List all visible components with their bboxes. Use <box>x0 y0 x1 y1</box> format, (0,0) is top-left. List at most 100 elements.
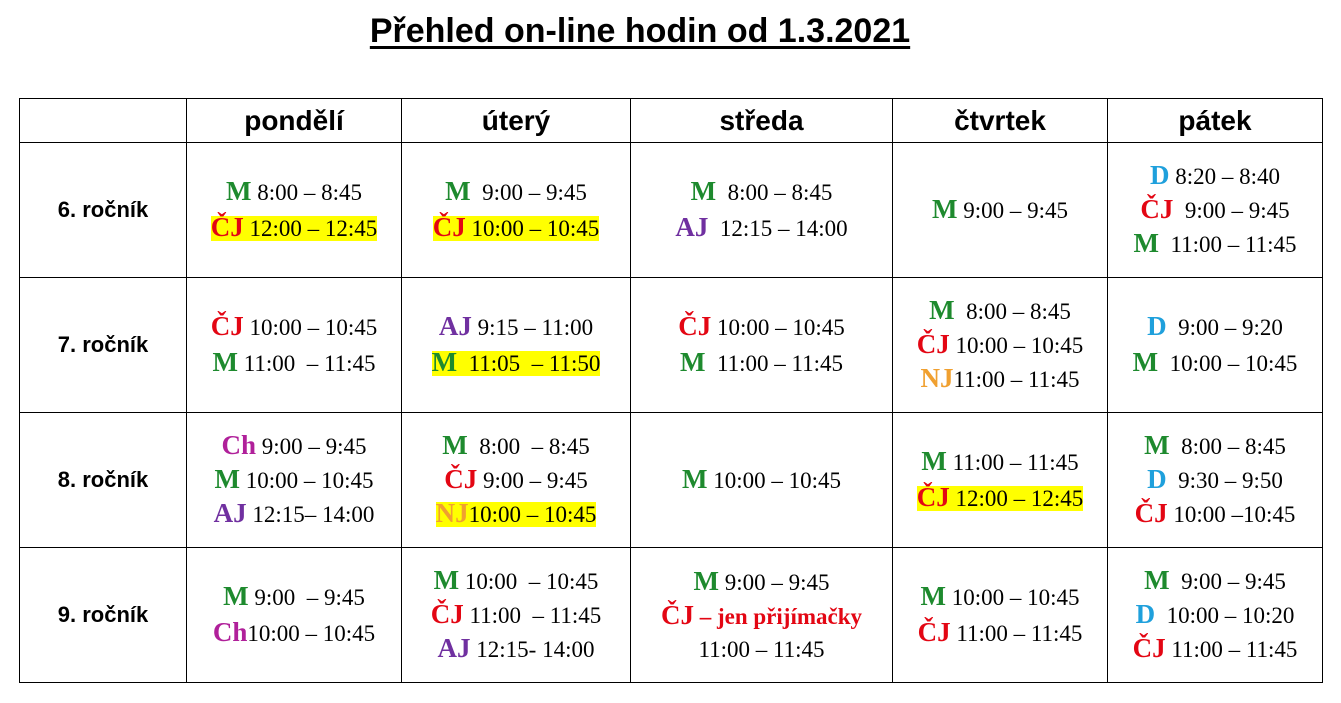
subject-code: M <box>1132 347 1159 377</box>
subject-code: M <box>1144 430 1170 460</box>
lesson-time: 11:00 – 11:45 <box>1158 232 1297 257</box>
lesson-entry: M 11:00 – 11:45 <box>631 345 892 381</box>
lesson-time: 8:00 – 8:45 <box>1169 434 1286 459</box>
lesson-time: 10:00 – 10:20 <box>1155 603 1295 628</box>
lesson-time: 10:00 – 10:45 <box>949 333 1084 358</box>
lesson-time: 10:00 – 10:45 <box>468 502 597 527</box>
lesson-time: 9:00 – 9:45 <box>957 198 1068 223</box>
subject-code: ČJ <box>1140 194 1174 224</box>
schedule-cell-friday: M 9:00 – 9:45 D 10:00 – 10:20 ČJ 11:00 – 1… <box>1107 547 1323 683</box>
page-title: Přehled on-line hodin od 1.3.2021 <box>369 12 911 50</box>
lesson-time: 10:00 – 10:45 <box>459 569 599 594</box>
subject-code: ČJ <box>1134 498 1168 528</box>
lesson-entry: M 11:00 – 11:45 <box>187 345 401 381</box>
schedule-cell-wednesday: M 9:00 – 9:45 ČJ – jen přijímačky 11:00 – … <box>630 547 893 683</box>
lesson-entry: ČJ 12:00 – 12:45 <box>893 480 1107 516</box>
subject-code: D <box>1135 599 1156 629</box>
subject-code: AJ <box>438 311 472 341</box>
lesson-entry: D 8:20 – 8:40 <box>1108 159 1322 193</box>
lesson-time: 10:00 – 10:45 <box>243 315 378 340</box>
subject-code: ČJ <box>210 212 244 242</box>
lesson-entry: M 8:00 – 8:45 <box>1108 429 1322 463</box>
lesson-entry: D 9:30 – 9:50 <box>1108 463 1322 497</box>
subject-code: M <box>214 464 240 494</box>
subject-code: M <box>681 464 708 494</box>
lesson-time: 9:00 – 9:45 <box>255 434 367 459</box>
subject-code: M <box>679 347 706 377</box>
subject-code: AJ <box>213 498 247 528</box>
subject-code: M <box>929 295 955 325</box>
schedule-body: 6. ročník M 8:00 – 8:45 ČJ 12:00 – 12:45 M … <box>19 142 1323 683</box>
schedule-cell-thursday: M 8:00 – 8:45 ČJ 10:00 – 10:45 NJ11:00 – 1… <box>892 277 1108 413</box>
lesson-time: 11:00 – 11:45 <box>1165 637 1298 662</box>
lesson-entry: NJ11:00 – 11:45 <box>893 362 1107 396</box>
subject-code: D <box>1149 160 1170 190</box>
subject-code: ČJ <box>210 311 244 341</box>
lesson-entry: M 10:00 – 10:45 <box>631 462 892 498</box>
lesson-time: 12:00 – 12:45 <box>243 216 378 241</box>
subject-code: ČJ <box>430 599 464 629</box>
grade-label: 8. ročník <box>19 412 187 548</box>
day-header-wednesday: středa <box>630 98 893 143</box>
lesson-time: 10:00 – 10:45 <box>465 216 600 241</box>
subject-code: AJ <box>437 633 471 663</box>
lesson-time: 9:00 – 9:45 <box>248 585 365 610</box>
lesson-entry: ČJ 10:00 – 10:45 <box>631 309 892 345</box>
grade-row: 8. ročník Ch 9:00 – 9:45 M 10:00 – 10:45 AJ… <box>19 412 1323 548</box>
subject-code: D <box>1147 311 1167 341</box>
schedule-cell-wednesday: M 8:00 – 8:45 AJ 12:15 – 14:00 <box>630 142 893 278</box>
schedule-cell-friday: D 9:00 – 9:20 M 10:00 – 10:45 <box>1107 277 1323 413</box>
schedule-cell-thursday: M 11:00 – 11:45 ČJ 12:00 – 12:45 <box>892 412 1108 548</box>
lesson-entry: ČJ 10:00 –10:45 <box>1108 497 1322 531</box>
lesson-time: 9:00 – 9:45 <box>470 180 587 205</box>
subject-code: M <box>921 446 947 476</box>
lesson-note: – jen přijímačky <box>693 603 862 629</box>
subject-code: M <box>431 347 458 377</box>
lesson-entry: ČJ 9:00 – 9:45 <box>1108 193 1322 227</box>
schedule-cell-tuesday: M 10:00 – 10:45 ČJ 11:00 – 11:45 AJ 12:15-… <box>401 547 631 683</box>
lesson-time: 11:00 – 11:45 <box>946 450 1079 475</box>
subject-code: ČJ <box>432 212 466 242</box>
lesson-time: 9:00 – 9:45 <box>1173 198 1290 223</box>
schedule-cell-thursday: M 10:00 – 10:45 ČJ 11:00 – 11:45 <box>892 547 1108 683</box>
lesson-time: 10:00 – 10:45 <box>1158 351 1298 376</box>
lesson-entry: ČJ 11:00 – 11:45 <box>1108 632 1322 666</box>
lesson-time: 11:00 – 11:45 <box>950 621 1083 646</box>
lesson-entry: ČJ 10:00 – 10:45 <box>187 309 401 345</box>
subject-code: M <box>690 176 717 206</box>
lesson-time: 8:00 – 8:45 <box>954 299 1071 324</box>
lesson-entry: AJ 12:15 – 14:00 <box>631 210 892 246</box>
subject-code: M <box>693 565 719 596</box>
lesson-entry: AJ 9:15 – 11:00 <box>402 309 630 345</box>
lesson-entry: M 9:00 – 9:45 <box>187 579 401 615</box>
subject-code: AJ <box>675 212 709 242</box>
schedule-table: pondělí úterý středa čtvrtek pátek 6. ro… <box>19 98 1323 683</box>
header-row: pondělí úterý středa čtvrtek pátek <box>19 98 1323 143</box>
grade-row: 9. ročník M 9:00 – 9:45 Ch10:00 – 10:45 M 1… <box>19 547 1323 683</box>
lesson-time: 8:00 – 8:45 <box>251 180 362 205</box>
lesson-time: 11:00 – 11:45 <box>953 367 1080 392</box>
grade-label: 6. ročník <box>19 142 187 278</box>
lesson-time: 8:00 – 8:45 <box>467 434 590 459</box>
schedule-cell-wednesday: M 10:00 – 10:45 <box>630 412 893 548</box>
lesson-time: 9:00 – 9:45 <box>718 569 830 595</box>
subject-code: M <box>931 194 958 224</box>
subject-code: NJ <box>435 498 469 528</box>
subject-code: M <box>445 176 471 206</box>
day-header-monday: pondělí <box>186 98 402 143</box>
lesson-entry: ČJ – jen přijímačky <box>631 599 892 633</box>
lesson-time: 11:00 – 11:45 <box>237 351 376 376</box>
day-header-friday: pátek <box>1107 98 1323 143</box>
lesson-time: 11:05 – 11:50 <box>457 351 601 376</box>
subject-code: ČJ <box>660 599 694 630</box>
lesson-entry: M 9:00 – 9:45 <box>402 174 630 210</box>
lesson-entry: D 10:00 – 10:20 <box>1108 598 1322 632</box>
lesson-entry: M 9:00 – 9:45 <box>631 565 892 599</box>
lesson-time: 12:15 – 14:00 <box>708 216 848 241</box>
lesson-time: 9:00 – 9:20 <box>1166 315 1283 340</box>
lesson-entry: M 10:00 – 10:45 <box>1108 345 1322 381</box>
lesson-entry: M 10:00 – 10:45 <box>402 564 630 598</box>
subject-code: Ch <box>212 617 248 647</box>
day-header-thursday: čtvrtek <box>892 98 1108 143</box>
subject-code: D <box>1147 464 1167 494</box>
